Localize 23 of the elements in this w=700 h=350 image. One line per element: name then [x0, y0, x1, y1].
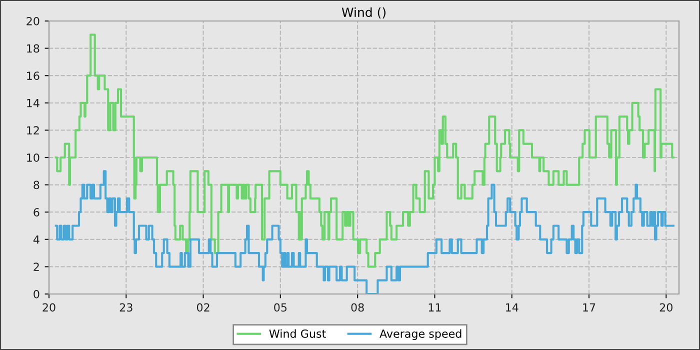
y-tick-label: 18	[27, 44, 40, 53]
y-tick-label: 2	[34, 262, 39, 271]
chart-title: Wind ()	[342, 7, 386, 18]
y-tick-label: 14	[27, 99, 40, 108]
x-tick-label: 05	[274, 303, 287, 312]
y-tick-label: 8	[34, 180, 40, 190]
y-tick-label: 10	[27, 153, 40, 162]
y-tick-label: 0	[34, 290, 40, 298]
x-tick-label: 08	[351, 303, 364, 312]
x-tick-label: 14	[506, 303, 518, 312]
x-tick-label: 17	[583, 303, 596, 312]
x-tick-label: 02	[196, 303, 210, 312]
x-tick-label: 11	[428, 303, 441, 312]
legend-label: Average speed	[380, 329, 462, 340]
y-tick-label: 20	[26, 16, 40, 26]
x-tick-label: 23	[120, 303, 132, 312]
y-tick-label: 16	[27, 72, 40, 80]
y-tick-label: 12	[27, 126, 39, 134]
legend-label: Wind Gust	[269, 329, 326, 338]
y-tick-label: 4	[33, 236, 40, 244]
x-tick-label: 20	[660, 303, 672, 312]
y-tick-label: 6	[34, 208, 40, 216]
x-tick-label: 20	[42, 303, 56, 312]
